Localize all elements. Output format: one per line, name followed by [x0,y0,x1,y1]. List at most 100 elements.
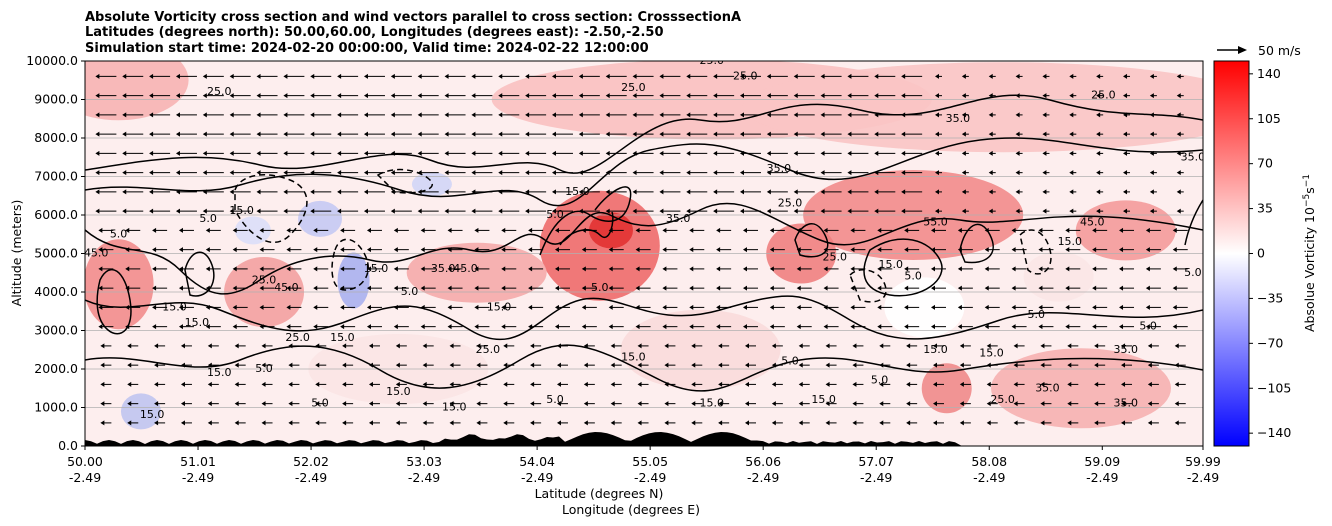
vorticity-field-region-18 [884,277,965,338]
contour-label: 15.0 [207,366,232,379]
wind-vector-head-646 [1015,73,1020,79]
contour-label: 45.0 [274,281,299,294]
wind-vector-head-456 [739,73,744,79]
chart-title-line-2: Latitudes (degrees north): 50.00,60.00, … [85,25,664,40]
wind-vector-head-415 [664,381,669,387]
wind-vector-head-177 [337,189,342,195]
wind-vector-head-27 [125,227,130,233]
wind-vector-head-72 [180,362,185,368]
wind-vector-head-678 [1038,324,1043,330]
wind-vector-head-665 [1042,73,1047,79]
wind-vector-head-230 [417,112,422,118]
wind-vector-head-604 [933,362,938,368]
wind-vector-head-276 [474,266,479,272]
wind-vector-head-466 [742,266,747,272]
wind-vector-head-455 [718,420,723,426]
wind-vector-head-705 [1096,112,1101,118]
wind-vector-head-417 [664,420,669,426]
wind-vector-head-324 [551,93,556,99]
wind-vector-head-206 [368,381,373,387]
wind-vector-head-609 [961,93,966,99]
wind-vector-head-524 [823,285,828,291]
wind-vector-head-412 [662,324,667,330]
wind-vector-head-385 [632,170,637,176]
wind-vector-head-437 [713,73,718,79]
wind-vector-head-625 [959,401,964,407]
wind-vector-head-399 [659,73,664,79]
wind-vector-head-78 [202,112,207,118]
contour-label: 15.0 [1058,235,1083,248]
wind-vector-head-326 [551,131,556,137]
wind-vector-head-751 [1145,266,1150,272]
wind-vector-head-422 [686,150,691,156]
y-axis-label: Altitude (meters) [9,200,24,307]
wind-vector-head-529 [825,381,830,387]
contour-line-1 [85,137,1203,207]
wind-vector-head-618 [957,266,962,272]
wind-vector-head-61 [175,150,180,156]
wind-vector-head-740 [1121,420,1126,426]
wind-vector-head-715 [1092,304,1097,310]
wind-vector-head-52 [154,343,159,349]
wind-vector-head-574 [901,150,906,156]
wind-vector-head-4 [95,150,100,156]
wind-vector-head-208 [368,420,373,426]
wind-vector-head-224 [395,362,400,368]
wind-vector-head-197 [363,208,368,214]
wind-vector-head-68 [178,285,183,291]
wind-vector-head-560 [877,247,882,253]
wind-vector-head-222 [393,324,398,330]
wind-vector-head-332 [554,247,559,253]
wind-vector-head-640 [984,324,989,330]
wind-vector-head-717 [1094,343,1099,349]
wind-vector-head-543 [850,285,855,291]
wind-vector-head-168 [315,381,320,387]
colorbar-tick-label: 35 [1257,201,1273,216]
wind-vector-head-656 [1011,266,1016,272]
wind-vector-head-77 [202,93,207,99]
wind-vector-head-491 [771,381,776,387]
wind-vector-head-430 [689,304,694,310]
contour-label: 15.0 [621,350,646,363]
wind-vector-head-93 [207,401,212,407]
contour-line-11 [184,251,215,297]
wind-vector-head-66 [178,247,183,253]
wind-vector-head-359 [583,401,588,407]
wind-vector-head-730 [1119,227,1124,233]
wind-vector-head-38 [149,73,154,79]
wind-vector-head-537 [847,170,852,176]
wind-vector-head-497 [793,131,798,137]
wind-vector-head-515 [820,112,825,118]
wind-vector-head-232 [417,150,422,156]
wind-vector-head-592 [935,131,940,137]
wind-vector-head-101 [229,189,234,195]
wind-vector-head-29 [125,266,130,272]
wind-vector-head-469 [742,324,747,330]
wind-vector-head-551 [874,73,879,79]
wind-vector-head-531 [825,420,830,426]
wind-vector-head-572 [901,112,906,118]
vorticity-field-region-13 [337,252,370,309]
contour-label: 25.0 [621,81,646,94]
wind-vector-head-736 [1121,343,1126,349]
wind-vector-head-241 [420,324,425,330]
wind-vector-head-246 [422,420,427,426]
y-tick-label: 0.0 [58,438,78,453]
contour-label: 15.0 [879,258,904,271]
wind-vector-head-83 [202,208,207,214]
wind-vector-head-397 [637,401,642,407]
wind-vector-head-503 [796,247,801,253]
wind-vector-head-416 [664,401,669,407]
wind-vector-head-350 [581,227,586,233]
vorticity-field-region-0 [85,61,189,121]
wind-vector-head-501 [793,208,798,214]
wind-vector-head-615 [961,208,966,214]
wind-vector-head-70 [178,324,183,330]
wind-vector-head-163 [313,285,318,291]
wind-vector-head-613 [961,170,966,176]
wind-vector-head-776 [1174,381,1179,387]
x-tick-label-lat: 54.04 [519,454,555,469]
wind-vector-head-110 [234,362,239,368]
wind-vector-head-635 [984,227,989,233]
wind-vector-head-244 [422,381,427,387]
